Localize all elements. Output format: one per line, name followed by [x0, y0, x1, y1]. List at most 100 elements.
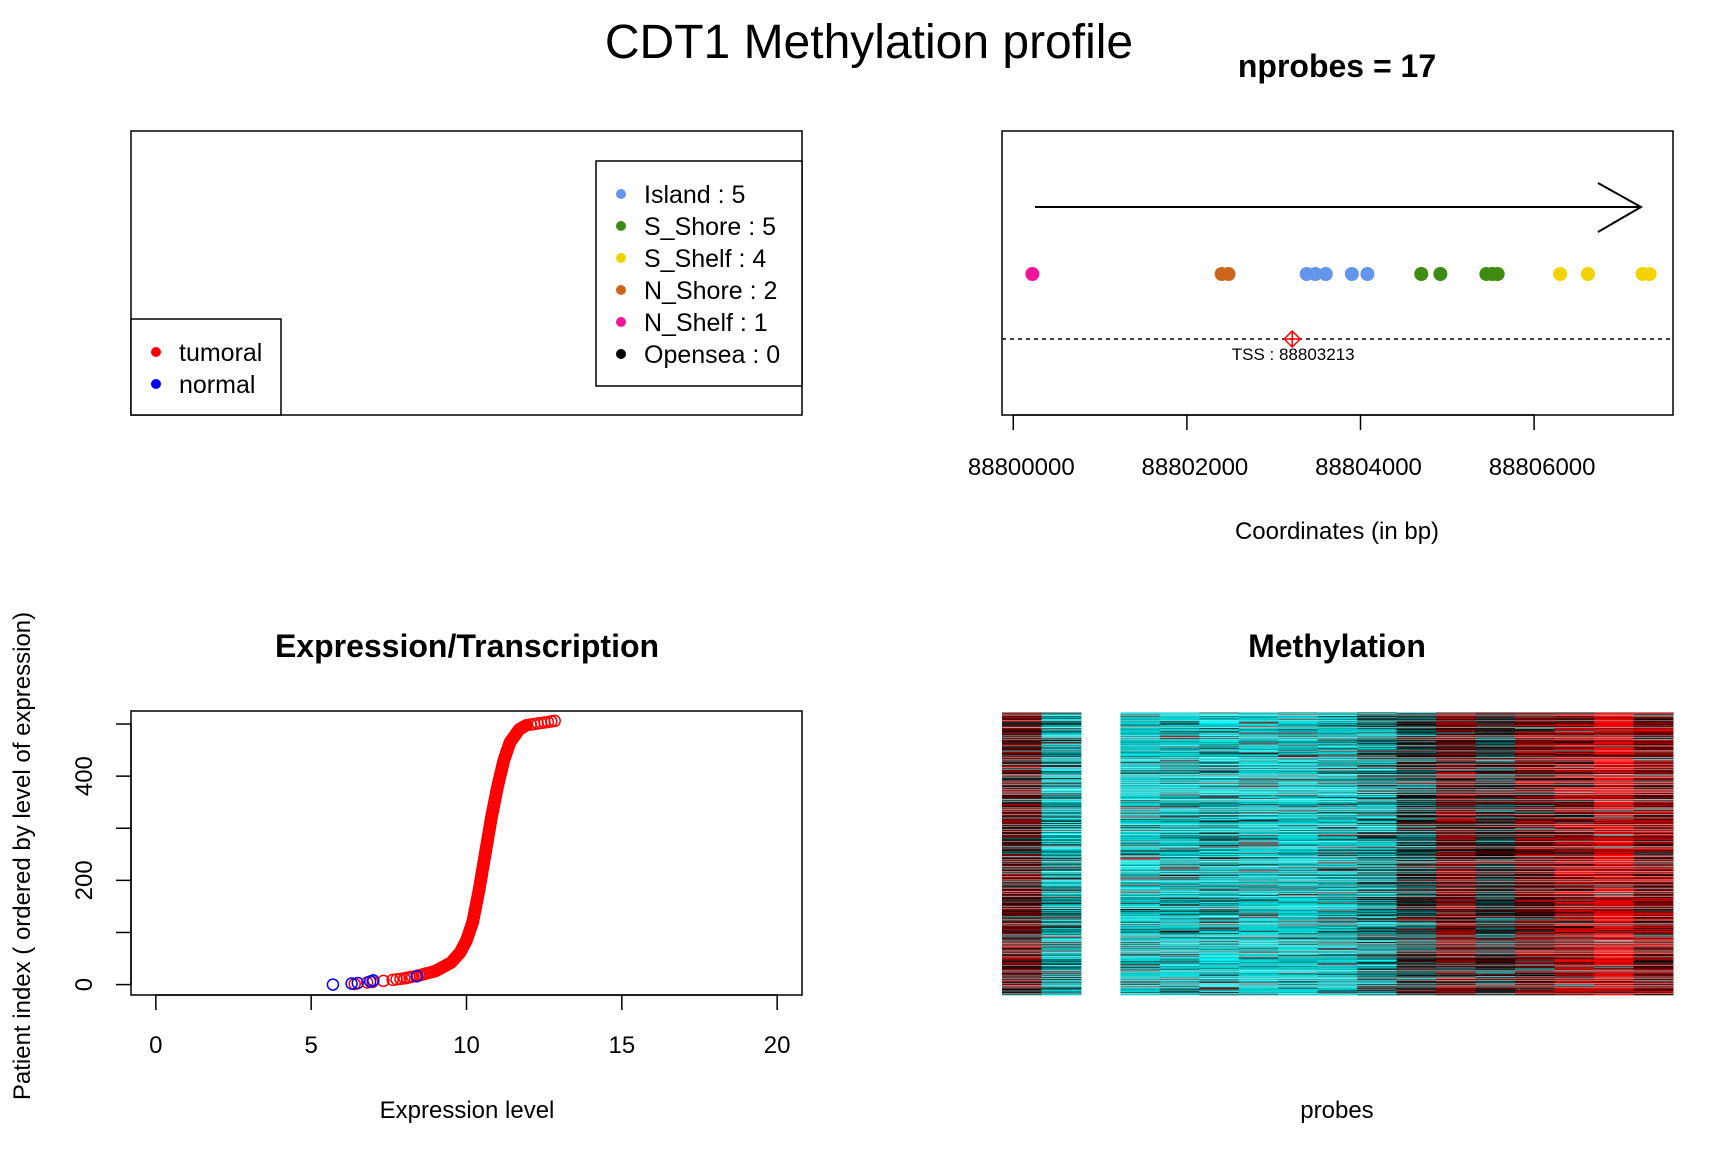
- heatmap-cell: [1002, 793, 1042, 795]
- heatmap-cell: [1278, 728, 1319, 730]
- heatmap-cell: [1199, 714, 1240, 716]
- heatmap-cell: [1002, 943, 1042, 945]
- heatmap-cell: [1199, 755, 1240, 757]
- heatmap-cell: [1120, 744, 1161, 746]
- heatmap-cell: [1159, 756, 1200, 758]
- heatmap-cell: [1238, 843, 1279, 845]
- heatmap-cell: [1159, 728, 1200, 730]
- heatmap-cell: [1159, 748, 1200, 750]
- heatmap-cell: [1238, 914, 1279, 916]
- heatmap-cell: [1238, 864, 1279, 866]
- heatmap-cell: [1199, 797, 1240, 799]
- heatmap-cell: [1199, 891, 1240, 893]
- heatmap-cell: [1199, 801, 1240, 803]
- heatmap-cell: [1238, 878, 1279, 880]
- heatmap-cell: [1238, 799, 1279, 801]
- heatmap-cell: [1199, 796, 1240, 798]
- heatmap-cell: [1002, 718, 1042, 720]
- heatmap-cell: [1120, 916, 1161, 918]
- heatmap-cell: [1238, 729, 1279, 731]
- heatmap-cell: [1199, 806, 1240, 808]
- heatmap-cell: [1159, 718, 1200, 719]
- heatmap-cell: [1159, 982, 1200, 984]
- heatmap-cell: [1041, 756, 1082, 758]
- heatmap-cell: [1120, 815, 1161, 817]
- heatmap-cell: [1120, 805, 1161, 807]
- heatmap-cell: [1278, 736, 1319, 738]
- heatmap-cell: [1041, 904, 1082, 905]
- heatmap-cell: [1238, 945, 1279, 947]
- heatmap-cell: [1199, 902, 1240, 904]
- heatmap-cell: [1159, 955, 1200, 957]
- heatmap-cell: [1238, 915, 1279, 917]
- heatmap-cell: [1238, 842, 1279, 844]
- heatmap-cell: [1002, 989, 1042, 991]
- heatmap-cell: [1238, 728, 1279, 730]
- heatmap-cell: [1159, 991, 1200, 992]
- heatmap-cell: [1159, 819, 1200, 821]
- heatmap-cell: [1041, 895, 1082, 897]
- heatmap-cell: [1159, 734, 1200, 736]
- heatmap-cell: [1002, 900, 1042, 902]
- heatmap-cell: [1159, 778, 1200, 780]
- heatmap-cell: [1002, 916, 1042, 918]
- heatmap-cell: [1199, 772, 1240, 774]
- heatmap-cell: [1159, 922, 1200, 924]
- heatmap-cell: [1120, 935, 1161, 937]
- heatmap-cell: [1120, 744, 1161, 746]
- heatmap-cell: [1278, 749, 1319, 751]
- heatmap-cell: [1199, 870, 1240, 872]
- heatmap-cell: [1159, 828, 1200, 830]
- heatmap-cell: [1120, 822, 1161, 824]
- heatmap-cell: [1238, 992, 1279, 994]
- heatmap-cell: [1159, 786, 1200, 788]
- heatmap-cell: [1199, 881, 1240, 883]
- heatmap-cell: [1238, 962, 1279, 963]
- heatmap-cell: [1199, 931, 1240, 933]
- heatmap-cell: [1199, 926, 1240, 928]
- heatmap-cell: [1238, 937, 1279, 939]
- heatmap-cell: [1120, 853, 1161, 855]
- heatmap-cell: [1238, 816, 1279, 818]
- heatmap-cell: [1238, 747, 1279, 749]
- heatmap-cell: [1238, 754, 1279, 756]
- heatmap-cell: [1199, 715, 1240, 717]
- heatmap-cell: [1041, 933, 1082, 934]
- heatmap-cell: [1238, 974, 1279, 976]
- heatmap-cell: [1120, 747, 1161, 749]
- heatmap-cell: [1199, 970, 1240, 972]
- heatmap-cell: [1278, 761, 1319, 763]
- heatmap-cell: [1238, 852, 1279, 853]
- heatmap-cell: [1041, 766, 1082, 768]
- heatmap-cell: [1238, 791, 1279, 793]
- heatmap-cell: [1041, 872, 1082, 874]
- heatmap-cell: [1159, 785, 1200, 786]
- heatmap-cell: [1199, 957, 1240, 959]
- heatmap-cell: [1041, 974, 1082, 976]
- heatmap-cell: [1199, 815, 1240, 817]
- heatmap-cell: [1120, 962, 1161, 963]
- heatmap-cell: [1159, 824, 1200, 826]
- heatmap-cell: [1238, 839, 1279, 841]
- heatmap-cell: [1120, 874, 1161, 876]
- heatmap-cell: [1120, 977, 1161, 978]
- heatmap-cell: [1278, 733, 1319, 735]
- heatmap-cell: [1120, 864, 1161, 866]
- heatmap-cell: [1199, 728, 1240, 730]
- heatmap-cell: [1238, 975, 1279, 977]
- heatmap-cell: [1002, 789, 1042, 791]
- heatmap-cell: [1002, 909, 1042, 910]
- heatmap-cell: [1199, 885, 1240, 886]
- heatmap-cell: [1002, 897, 1042, 899]
- heatmap-cell: [1199, 795, 1240, 797]
- heatmap-cell: [1199, 784, 1240, 786]
- heatmap-cell: [1041, 854, 1082, 856]
- heatmap-cell: [1002, 737, 1042, 739]
- heatmap-cell: [1041, 882, 1082, 884]
- heatmap-cell: [1120, 758, 1161, 760]
- heatmap-cell: [1159, 981, 1200, 983]
- heatmap-cell: [1159, 906, 1200, 908]
- heatmap-cell: [1159, 973, 1200, 975]
- heatmap-cell: [1199, 743, 1240, 745]
- heatmap-cell: [1041, 859, 1082, 861]
